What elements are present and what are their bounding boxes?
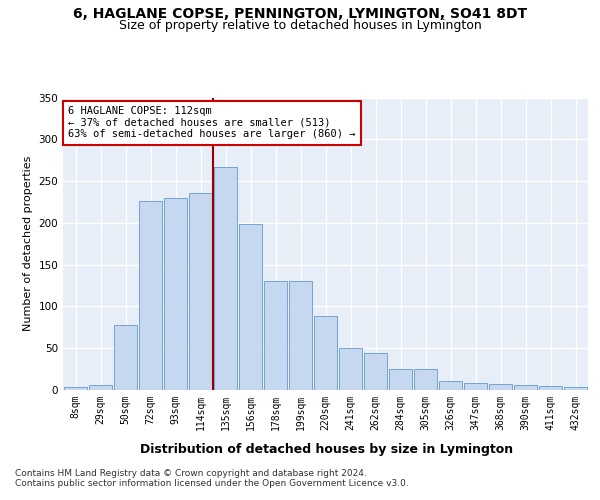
Bar [439, 381, 463, 390]
Bar [263, 282, 287, 390]
Bar [338, 348, 362, 390]
Text: Size of property relative to detached houses in Lymington: Size of property relative to detached ho… [119, 19, 481, 32]
Text: 6 HAGLANE COPSE: 112sqm
← 37% of detached houses are smaller (513)
63% of semi-d: 6 HAGLANE COPSE: 112sqm ← 37% of detache… [68, 106, 356, 140]
Bar [364, 353, 388, 390]
Bar [113, 325, 137, 390]
Bar [539, 386, 562, 390]
Text: Distribution of detached houses by size in Lymington: Distribution of detached houses by size … [140, 442, 514, 456]
Text: Contains HM Land Registry data © Crown copyright and database right 2024.: Contains HM Land Registry data © Crown c… [15, 469, 367, 478]
Bar [139, 201, 163, 390]
Bar [214, 167, 238, 390]
Text: 6, HAGLANE COPSE, PENNINGTON, LYMINGTON, SO41 8DT: 6, HAGLANE COPSE, PENNINGTON, LYMINGTON,… [73, 8, 527, 22]
Bar [89, 385, 112, 390]
Bar [164, 198, 187, 390]
Bar [488, 384, 512, 390]
Bar [413, 369, 437, 390]
Bar [314, 316, 337, 390]
Bar [389, 369, 412, 390]
Y-axis label: Number of detached properties: Number of detached properties [23, 156, 33, 332]
Bar [514, 385, 538, 390]
Bar [464, 384, 487, 390]
Text: Contains public sector information licensed under the Open Government Licence v3: Contains public sector information licen… [15, 478, 409, 488]
Bar [239, 224, 262, 390]
Bar [289, 282, 313, 390]
Bar [188, 193, 212, 390]
Bar [563, 386, 587, 390]
Bar [64, 388, 88, 390]
